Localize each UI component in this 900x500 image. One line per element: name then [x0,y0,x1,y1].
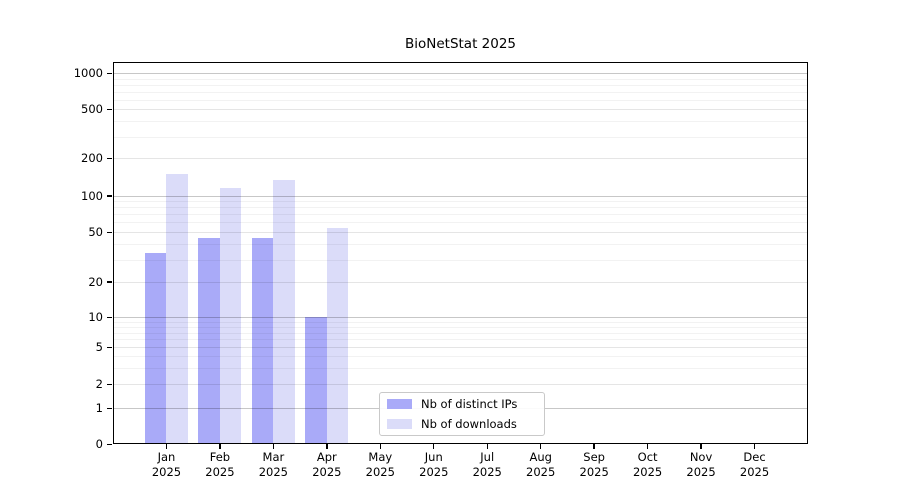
x-tick-label-may: May 2025 [365,450,395,479]
y-tick-label-200: 200 [81,151,103,166]
x-tick-mark-aug [539,444,542,449]
y-tick-label-0: 0 [95,437,103,451]
y-tick-label-10: 10 [88,310,103,325]
legend-label-distinct-ips: Nb of distinct IPs [421,397,518,412]
y-tick-label-20: 20 [88,274,103,289]
minor-gridline-600 [114,99,807,101]
minor-gridline-80 [114,207,807,209]
gridline-100 [114,195,807,197]
y-tick-mark-200 [107,157,112,160]
y-tick-mark-1 [107,407,112,409]
bar-apr-ips [305,317,327,443]
legend-swatch-downloads [387,418,412,429]
minor-gridline-70 [114,214,807,216]
gridline-200 [114,158,807,160]
bar-jan-ips [144,252,167,443]
x-tick-mark-jun [433,444,435,449]
y-tick-mark-500 [107,108,112,111]
x-tick-mark-sep [593,444,595,449]
x-tick-label-jun: Jun 2025 [419,450,449,479]
y-tick-label-50: 50 [88,225,103,239]
bar-mar-ips [251,237,274,443]
gridline-1000 [114,73,807,75]
y-tick-mark-20 [107,281,112,283]
x-tick-mark-nov [700,444,702,449]
x-tick-label-sep: Sep 2025 [579,450,609,479]
x-tick-label-dec: Dec 2025 [739,450,770,479]
x-tick-mark-apr [326,444,328,449]
y-tick-mark-0 [107,443,112,445]
minor-gridline-60 [114,222,807,224]
y-tick-mark-1000 [107,72,112,75]
minor-gridline-800 [114,84,807,86]
minor-gridline-300 [114,136,807,138]
gridline-50 [114,232,807,233]
chart-title: BioNetStat 2025 [404,36,517,52]
y-tick-label-100: 100 [81,188,103,203]
x-tick-mark-jul [486,444,488,449]
bar-jan-downloads [166,173,188,443]
x-tick-mark-mar [272,444,275,449]
minor-gridline-90 [114,201,807,203]
x-tick-label-apr: Apr 2025 [312,450,342,479]
y-tick-label-1: 1 [95,401,103,415]
x-tick-mark-jan [165,444,168,449]
minor-gridline-400 [114,121,807,123]
x-tick-label-jan: Jan 2025 [151,450,182,479]
x-tick-label-aug: Aug 2025 [526,450,556,479]
minor-gridline-900 [114,78,807,80]
bar-apr-downloads [326,227,349,443]
y-tick-label-500: 500 [81,102,103,117]
bar-mar-downloads [273,179,295,443]
x-tick-label-mar: Mar 2025 [258,450,289,479]
legend: Nb of distinct IPs Nb of downloads [379,392,545,436]
x-tick-mark-feb [219,444,221,449]
gridline-500 [114,109,807,111]
y-tick-mark-50 [107,231,112,233]
legend-item-distinct-ips: Nb of distinct IPs [387,396,537,413]
y-tick-mark-5 [107,346,112,349]
y-tick-mark-10 [107,316,112,319]
x-tick-mark-may [379,444,381,449]
y-tick-label-5: 5 [95,340,103,355]
bar-feb-downloads [219,188,242,443]
y-tick-label-2: 2 [95,377,103,391]
y-tick-mark-2 [107,383,112,385]
x-tick-label-nov: Nov 2025 [686,450,716,479]
legend-label-downloads: Nb of downloads [421,416,517,431]
x-tick-label-oct: Oct 2025 [632,450,663,479]
legend-item-downloads: Nb of downloads [387,416,537,433]
bar-feb-ips [198,237,220,443]
x-tick-mark-dec [753,444,756,449]
x-tick-label-feb: Feb 2025 [205,450,235,479]
x-tick-label-jul: Jul 2025 [472,450,502,479]
legend-swatch-distinct-ips [387,399,412,410]
y-tick-mark-100 [107,195,112,197]
x-tick-mark-oct [646,444,649,449]
y-tick-label-1000: 1000 [73,66,103,81]
minor-gridline-700 [114,91,807,93]
